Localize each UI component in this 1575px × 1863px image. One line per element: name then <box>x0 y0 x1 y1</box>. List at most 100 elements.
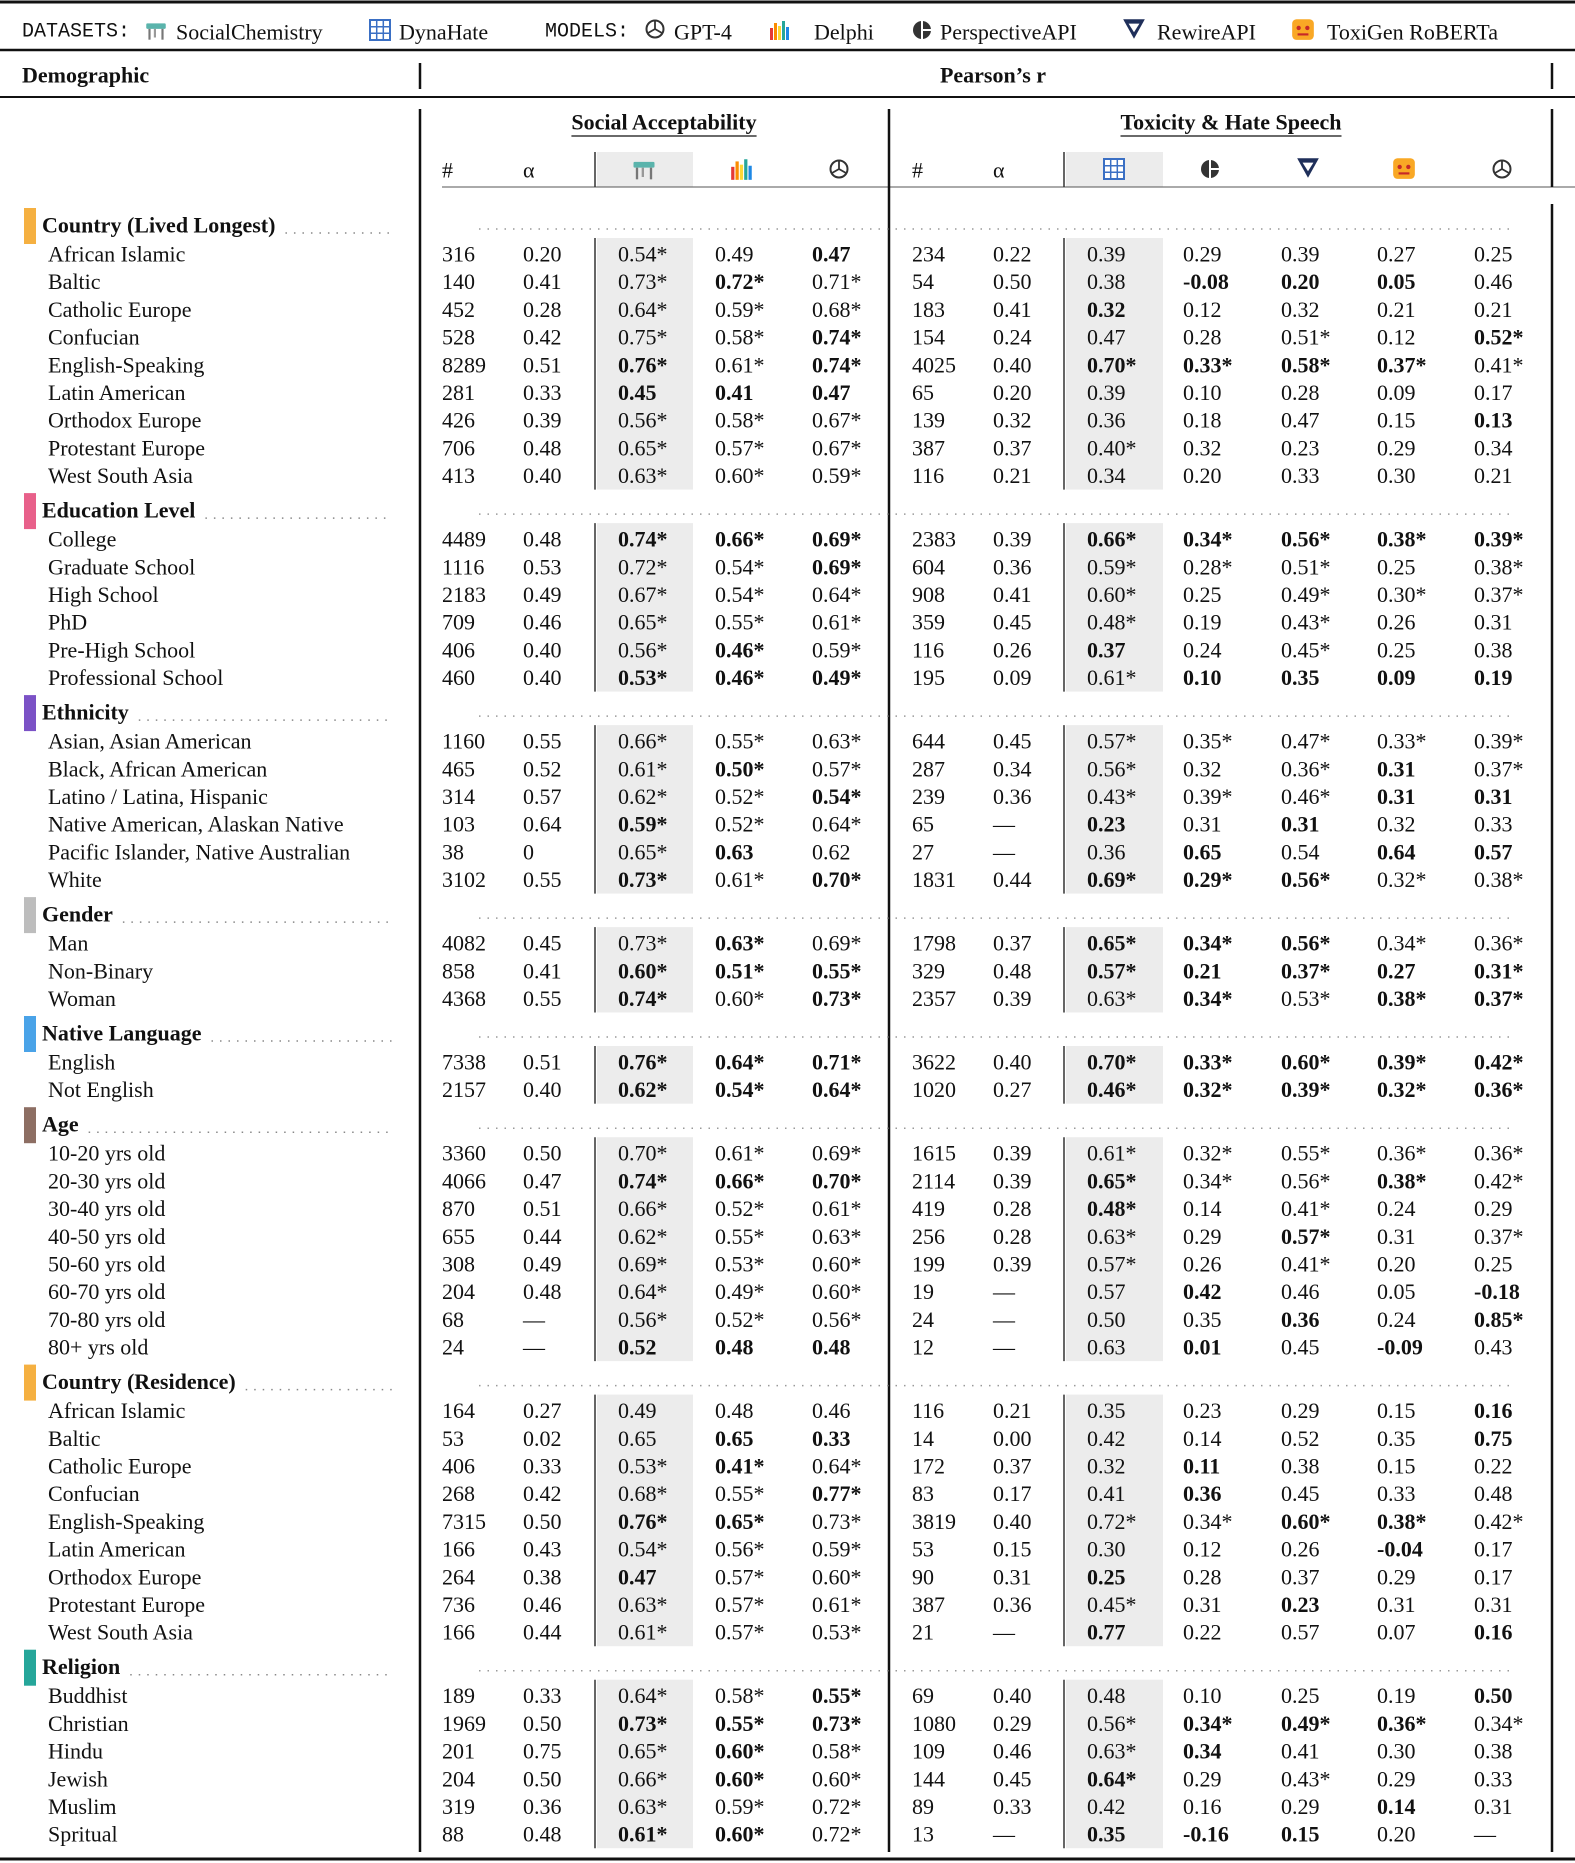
table-cell: 0.53* <box>1281 986 1331 1011</box>
table-cell: 0.64* <box>618 1683 668 1708</box>
table-cell: 0.31 <box>1474 784 1513 809</box>
table-cell: 12 <box>912 1335 934 1360</box>
table-cell: 281 <box>442 380 475 405</box>
table-cell: 0.57* <box>715 1620 765 1645</box>
table-cell: 0.41* <box>1281 1196 1331 1221</box>
table-cell: 4368 <box>442 986 486 1011</box>
table-cell: 0.39 <box>523 408 562 433</box>
table-cell: 2157 <box>442 1077 486 1102</box>
table-cell: 0.73* <box>618 269 668 294</box>
table-cell: 116 <box>912 463 944 488</box>
row-label: 40-50 yrs old <box>48 1224 165 1249</box>
table-cell: 0.37* <box>1474 756 1524 781</box>
table-cell: 0.61* <box>715 867 765 892</box>
table-cell: 0.22 <box>1474 1454 1513 1479</box>
table-cell: 0.53* <box>618 1454 668 1479</box>
table-cell: 0.39 <box>993 1252 1032 1277</box>
table-cell: 1969 <box>442 1711 486 1736</box>
table-cell: 65 <box>912 812 934 837</box>
table-cell: 0.48 <box>523 527 562 552</box>
table-cell: 0.53* <box>715 1252 765 1277</box>
row-label: Non-Binary <box>48 958 153 983</box>
table-cell: 0.67* <box>812 408 862 433</box>
table-cell: 0.36* <box>1281 756 1331 781</box>
row-label: Catholic Europe <box>48 297 192 322</box>
table-cell: 0.40 <box>523 665 562 690</box>
table-cell: 0.64* <box>812 812 862 837</box>
row-label: Spritual <box>48 1822 118 1847</box>
table-cell: 201 <box>442 1739 475 1764</box>
table-cell: 0.50 <box>523 1766 562 1791</box>
table-cell: 116 <box>912 1398 944 1423</box>
table-cell: 0.46 <box>523 610 562 635</box>
table-cell: 0.73* <box>812 986 862 1011</box>
table-cell: 0.19 <box>1377 1683 1416 1708</box>
column-shade <box>597 238 693 490</box>
table-cell: 0.01 <box>1183 1335 1222 1360</box>
table-cell: 4082 <box>442 931 486 956</box>
table-cell: 0.52 <box>1281 1426 1320 1451</box>
table-cell: 0.45 <box>993 1766 1032 1791</box>
table-cell: 0.62* <box>618 1224 668 1249</box>
table-cell: 0.66* <box>715 1168 765 1193</box>
table-cell: 0.69* <box>618 1252 668 1277</box>
table-cell: 0.32* <box>1377 1077 1427 1102</box>
table-cell: 0.60* <box>1087 582 1137 607</box>
table-cell: 0.40 <box>523 463 562 488</box>
table-cell: 0.61* <box>812 1196 862 1221</box>
table-cell: 0.15 <box>1281 1822 1320 1847</box>
table-cell: 0.38* <box>1377 986 1427 1011</box>
column-header: α <box>523 158 535 183</box>
table-cell: — <box>992 1279 1016 1304</box>
table-cell: 0.55 <box>523 867 562 892</box>
table-cell: 0.62* <box>618 1077 668 1102</box>
toxigen-icon <box>1291 18 1315 41</box>
table-cell: 0.46 <box>523 1592 562 1617</box>
table-cell: 8289 <box>442 352 486 377</box>
table-cell: -0.09 <box>1377 1335 1423 1360</box>
table-cell: 0.37* <box>1281 958 1331 983</box>
table-cell: 0.57* <box>1087 729 1137 754</box>
table-cell: 0.45* <box>1087 1592 1137 1617</box>
table-cell: 0.59* <box>715 297 765 322</box>
table-cell: 644 <box>912 729 945 754</box>
table-cell: 0.42 <box>1183 1279 1222 1304</box>
table-cell: 0.43* <box>1281 1766 1331 1791</box>
table-cell: 0.58* <box>1281 352 1331 377</box>
table-cell: 0.33 <box>812 1426 851 1451</box>
table-cell: 0.47 <box>618 1564 657 1589</box>
row-label: 50-60 yrs old <box>48 1252 165 1277</box>
table-cell: 0.05 <box>1377 269 1416 294</box>
table-cell: 0.38* <box>1377 1168 1427 1193</box>
table-cell: 0.50 <box>523 1509 562 1534</box>
table-cell: 0.60* <box>715 1766 765 1791</box>
table-cell: 0.65* <box>715 1509 765 1534</box>
socialchemistry-icon <box>146 23 166 40</box>
table-cell: 0.56* <box>1087 756 1137 781</box>
table-cell: 0.60* <box>1281 1050 1331 1075</box>
table-cell: 0.63* <box>1087 986 1137 1011</box>
table-cell: 0.55* <box>715 729 765 754</box>
table-cell: 0.56* <box>618 1307 668 1332</box>
table-cell: 0.25 <box>1474 242 1513 267</box>
table-cell: 0.38* <box>1474 554 1524 579</box>
table-cell: 0.66* <box>715 527 765 552</box>
table-cell: 0.57* <box>1087 958 1137 983</box>
table-cell: 0.43 <box>523 1537 562 1562</box>
column-header: # <box>442 158 453 183</box>
table-cell: -0.08 <box>1183 269 1229 294</box>
table-cell: 0.59* <box>812 463 862 488</box>
table-cell: 0.55* <box>715 1224 765 1249</box>
table-cell: 0.61* <box>618 756 668 781</box>
table-cell: 1080 <box>912 1711 956 1736</box>
table-cell: 0.39 <box>993 986 1032 1011</box>
table-cell: 4066 <box>442 1168 486 1193</box>
column-shade <box>597 725 693 894</box>
table-cell: 0.36* <box>1474 1077 1524 1102</box>
table-cell: 0.48 <box>1087 1683 1126 1708</box>
table-cell: 0.25 <box>1087 1564 1126 1589</box>
row-label: Woman <box>48 986 116 1011</box>
table-cell: 0.72* <box>812 1822 862 1847</box>
table-cell: 0.62* <box>618 784 668 809</box>
table-cell: 0.48* <box>1087 610 1137 635</box>
